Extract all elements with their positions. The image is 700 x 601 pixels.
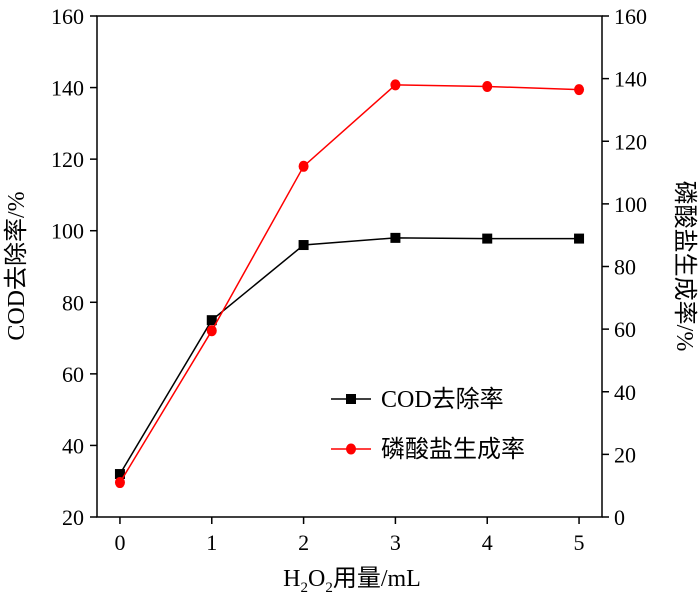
data-point-circle [482, 80, 493, 92]
data-point-square [574, 233, 585, 244]
y-right-tick-label: 160 [614, 4, 647, 29]
series-line-0 [119, 237, 580, 475]
y-left-tick-label: 120 [51, 147, 84, 172]
series-layer [114, 79, 585, 489]
y-right-tick-label: 60 [614, 317, 636, 342]
data-point-circle [206, 325, 217, 337]
data-point-circle [114, 477, 125, 489]
legend: COD去除率 磷酸盐生成率 [331, 386, 525, 463]
y-left-tick-label: 60 [62, 362, 84, 387]
y-right-tick-label: 120 [614, 129, 647, 154]
series-line-1 [119, 84, 580, 483]
y-left-tick-label: 20 [62, 505, 84, 530]
legend-item-phosphate: 磷酸盐生成率 [331, 436, 525, 463]
data-point-square [482, 233, 493, 244]
data-point-circle [574, 84, 585, 96]
y-right-tick-label: 0 [614, 505, 625, 530]
y-right-tick-label: 80 [614, 255, 636, 280]
data-point-square [298, 240, 309, 251]
y-left-tick-label: 100 [51, 219, 84, 244]
x-tick-label: 3 [390, 530, 401, 555]
y-right-tick-label: 40 [614, 380, 636, 405]
y-right-axis-title: 磷酸盐生成率/% [671, 181, 698, 352]
x-axis-title: H2O2用量/mL [283, 566, 421, 596]
y-left-tick-label: 160 [51, 4, 84, 29]
legend-marker-circle [346, 443, 356, 455]
legend-label-phosphate: 磷酸盐生成率 [381, 436, 525, 463]
y-left-axis-title: COD去除率/% [3, 191, 30, 340]
y-left-tick-label: 80 [62, 290, 84, 315]
data-point-square [114, 469, 125, 480]
data-point-square [390, 232, 401, 243]
y-right-tick-label: 100 [614, 192, 647, 217]
plot-frame [96, 15, 603, 518]
y-left-axis-ticks: 20 40 60 80 100 120 140 160 [51, 4, 97, 530]
x-tick-label: 5 [574, 530, 585, 555]
y-left-tick-label: 40 [62, 433, 84, 458]
x-tick-label: 1 [206, 530, 217, 555]
y-right-tick-label: 140 [614, 67, 647, 92]
legend-marker-square [346, 394, 356, 404]
legend-item-cod: COD去除率 [331, 386, 504, 413]
data-point-square [206, 315, 217, 326]
y-right-axis-ticks: 0 20 40 60 80 100 120 140 160 [602, 4, 647, 530]
x-axis-ticks: 0 1 2 3 4 5 [114, 517, 585, 555]
x-tick-label: 0 [114, 530, 125, 555]
x-tick-label: 4 [482, 530, 493, 555]
data-point-circle [390, 79, 401, 91]
x-tick-label: 2 [298, 530, 309, 555]
legend-label-cod: COD去除率 [381, 386, 504, 413]
y-right-tick-label: 20 [614, 442, 636, 467]
y-left-tick-label: 140 [51, 76, 84, 101]
data-point-circle [298, 160, 309, 172]
